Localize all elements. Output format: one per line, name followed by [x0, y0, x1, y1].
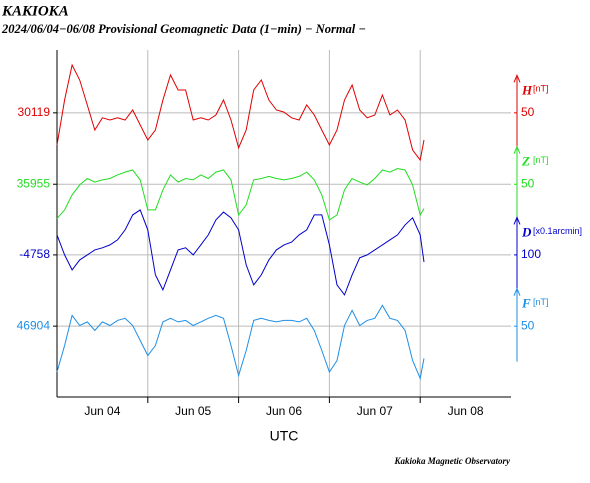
- series-unit: [nT]: [533, 155, 549, 165]
- data-line: [56, 304, 425, 381]
- scale-tick-label: 50: [521, 318, 535, 332]
- data-line: [56, 209, 425, 296]
- scale-arrow: [513, 74, 521, 83]
- scale-arrow: [513, 216, 521, 225]
- scale-arrow: [513, 145, 521, 154]
- data-line: [56, 167, 425, 221]
- chart-subtitle: 2024/06/04−06/08 Provisional Geomagnetic…: [1, 22, 366, 36]
- y-tick-label: 46904: [17, 318, 51, 332]
- scale-tick-label: 50: [521, 105, 535, 119]
- scale-tick-label: 50: [521, 176, 535, 190]
- y-tick-label: 35955: [17, 176, 51, 190]
- series-name: H: [521, 82, 533, 97]
- x-tick-label: Jun 08: [448, 404, 484, 418]
- series-unit: [nT]: [533, 297, 549, 307]
- x-tick-label: Jun 05: [175, 404, 211, 418]
- scale-arrow: [513, 287, 521, 296]
- scale-tick-label: 100: [521, 247, 541, 261]
- chart-title: KAKIOKA: [1, 3, 69, 19]
- y-tick-label: 30119: [18, 105, 51, 119]
- series-name: D: [521, 224, 532, 239]
- x-tick-label: Jun 07: [357, 404, 393, 418]
- series-unit: [nT]: [533, 84, 549, 94]
- series-name: Z: [521, 154, 530, 169]
- y-tick-label: -4758: [19, 247, 50, 261]
- x-tick-label: Jun 04: [84, 404, 120, 418]
- data-line: [56, 63, 425, 162]
- series-name: F: [521, 296, 531, 311]
- footer: Kakioka Magnetic Observatory: [394, 456, 511, 466]
- x-axis-label: UTC: [270, 428, 299, 444]
- series-unit: [x0.1arcmin]: [533, 226, 582, 236]
- x-tick-label: Jun 06: [266, 404, 302, 418]
